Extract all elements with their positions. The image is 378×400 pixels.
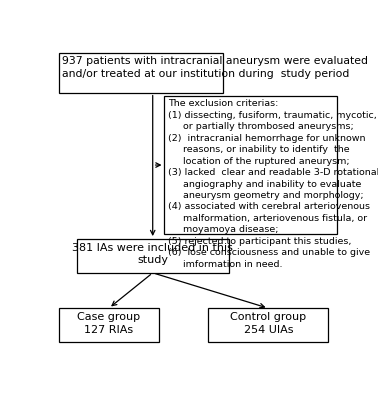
Text: The exclusion criterias:
(1) dissecting, fusiform, traumatic, mycotic,
     or p: The exclusion criterias: (1) dissecting,… [168,100,378,269]
Text: Control group
254 UIAs: Control group 254 UIAs [230,312,307,335]
Bar [76,239,229,273]
Bar [59,53,223,93]
Text: 937 patients with intracranial aneurysm were evaluated
and/or treated at our ins: 937 patients with intracranial aneurysm … [62,56,369,79]
Bar [59,308,159,342]
Text: 381 IAs were included in this
study: 381 IAs were included in this study [72,243,233,266]
Bar [164,96,337,234]
Text: Case group
127 RIAs: Case group 127 RIAs [77,312,140,335]
Bar [208,308,328,342]
